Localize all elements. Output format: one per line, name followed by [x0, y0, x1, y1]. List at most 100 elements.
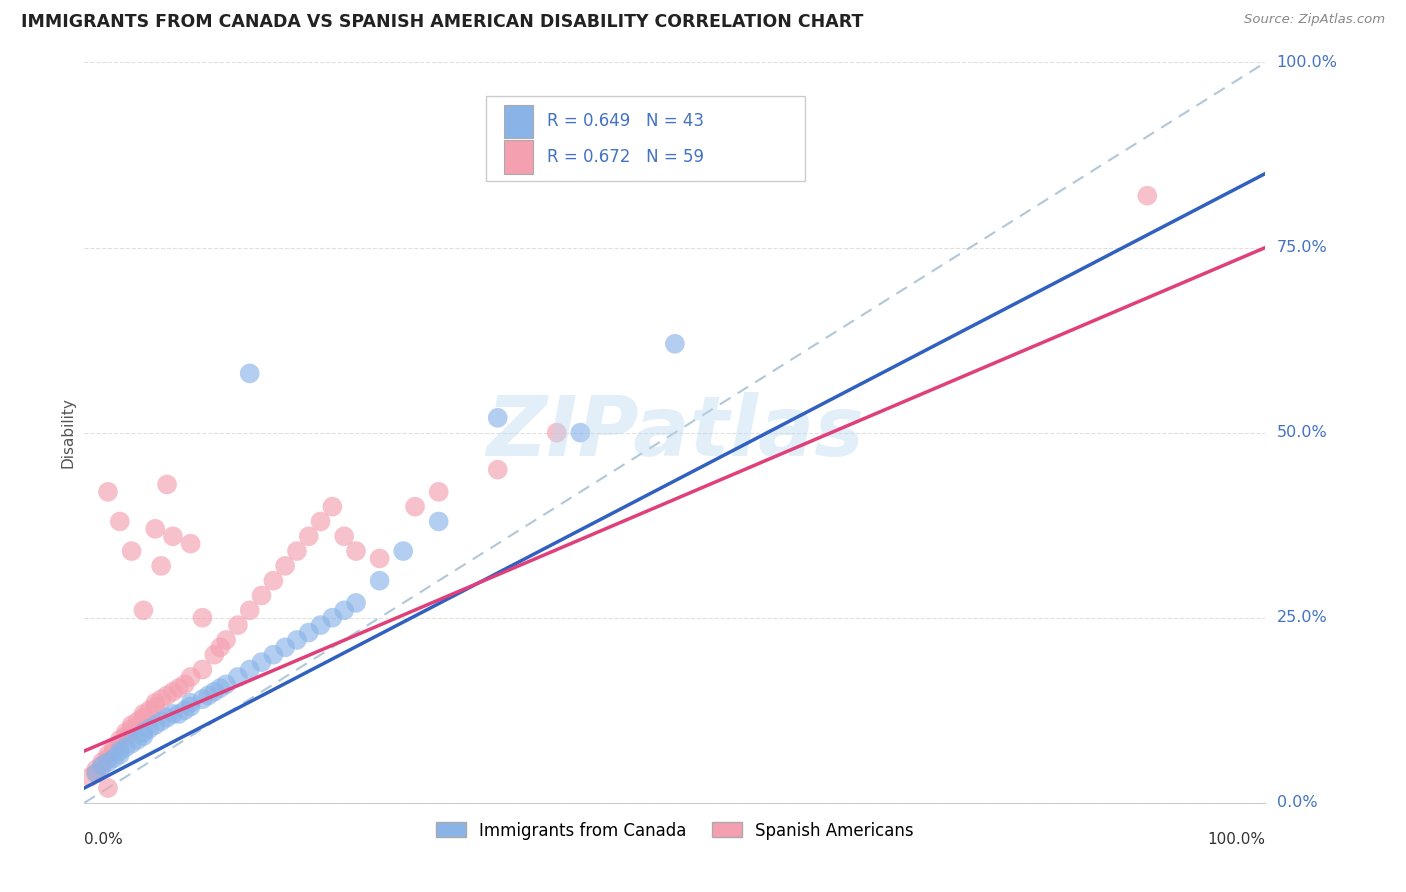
Point [162, 685, 184, 699]
Point [1136, 188, 1159, 202]
Point [239, 603, 262, 617]
Text: ZIPatlas: ZIPatlas [486, 392, 863, 473]
Point [97, 747, 120, 762]
Point [143, 699, 166, 714]
Point [321, 500, 343, 514]
Point [108, 515, 131, 529]
Text: 0.0%: 0.0% [1277, 796, 1317, 810]
Point [191, 692, 214, 706]
Point [368, 551, 391, 566]
Point [121, 737, 143, 751]
Point [427, 484, 450, 499]
Point [274, 640, 297, 655]
Point [180, 670, 202, 684]
Point [250, 655, 273, 669]
Point [333, 529, 356, 543]
Point [127, 732, 149, 747]
Point [156, 477, 179, 491]
Point [143, 522, 166, 536]
Point [250, 589, 273, 603]
Point [121, 722, 143, 736]
Point [262, 648, 284, 662]
Point [392, 544, 415, 558]
Text: 25.0%: 25.0% [1277, 610, 1327, 625]
Point [298, 529, 321, 543]
Point [143, 718, 166, 732]
Point [97, 751, 120, 765]
Point [114, 740, 136, 755]
Point [84, 766, 107, 780]
Text: IMMIGRANTS FROM CANADA VS SPANISH AMERICAN DISABILITY CORRELATION CHART: IMMIGRANTS FROM CANADA VS SPANISH AMERIC… [21, 13, 863, 31]
FancyBboxPatch shape [503, 104, 533, 138]
Point [121, 718, 143, 732]
Point [138, 722, 160, 736]
Point [427, 515, 450, 529]
Point [150, 714, 173, 729]
Point [162, 706, 184, 721]
Point [108, 737, 131, 751]
Point [404, 500, 426, 514]
Point [138, 703, 160, 717]
Point [486, 462, 509, 476]
Point [215, 677, 238, 691]
Point [132, 725, 155, 739]
Point [202, 685, 225, 699]
Point [121, 544, 143, 558]
Point [285, 632, 308, 647]
Point [79, 770, 101, 784]
Point [274, 558, 297, 573]
Point [197, 689, 219, 703]
Point [84, 766, 107, 780]
Point [150, 558, 173, 573]
Text: 75.0%: 75.0% [1277, 240, 1327, 255]
Point [344, 544, 367, 558]
Point [103, 751, 125, 765]
Text: 100.0%: 100.0% [1208, 832, 1265, 847]
Point [285, 544, 308, 558]
Point [664, 336, 686, 351]
Point [156, 689, 179, 703]
Point [209, 640, 232, 655]
Point [309, 515, 332, 529]
Legend: Immigrants from Canada, Spanish Americans: Immigrants from Canada, Spanish American… [429, 815, 921, 847]
Point [191, 663, 214, 677]
Point [202, 648, 225, 662]
Text: 0.0%: 0.0% [84, 832, 124, 847]
Point [226, 618, 249, 632]
Point [368, 574, 391, 588]
Point [239, 367, 262, 381]
Point [132, 706, 155, 721]
Point [333, 603, 356, 617]
Point [321, 610, 343, 624]
Point [344, 596, 367, 610]
Point [103, 740, 125, 755]
Point [162, 529, 184, 543]
Point [97, 755, 120, 769]
Point [486, 410, 509, 425]
Text: 100.0%: 100.0% [1277, 55, 1337, 70]
Point [97, 780, 120, 795]
Point [569, 425, 592, 440]
Point [132, 729, 155, 743]
FancyBboxPatch shape [503, 140, 533, 174]
Point [132, 711, 155, 725]
Point [114, 725, 136, 739]
Text: Source: ZipAtlas.com: Source: ZipAtlas.com [1244, 13, 1385, 27]
Point [108, 747, 131, 762]
Point [309, 618, 332, 632]
Point [108, 744, 131, 758]
Point [215, 632, 238, 647]
Point [173, 703, 195, 717]
Point [239, 663, 262, 677]
Point [546, 425, 568, 440]
Point [91, 758, 114, 772]
Point [173, 677, 195, 691]
Point [91, 755, 114, 769]
Text: R = 0.649   N = 43: R = 0.649 N = 43 [547, 112, 704, 130]
Point [298, 625, 321, 640]
Point [180, 699, 202, 714]
Point [150, 692, 173, 706]
Text: 50.0%: 50.0% [1277, 425, 1327, 440]
Point [167, 681, 190, 695]
Text: R = 0.672   N = 59: R = 0.672 N = 59 [547, 148, 704, 166]
